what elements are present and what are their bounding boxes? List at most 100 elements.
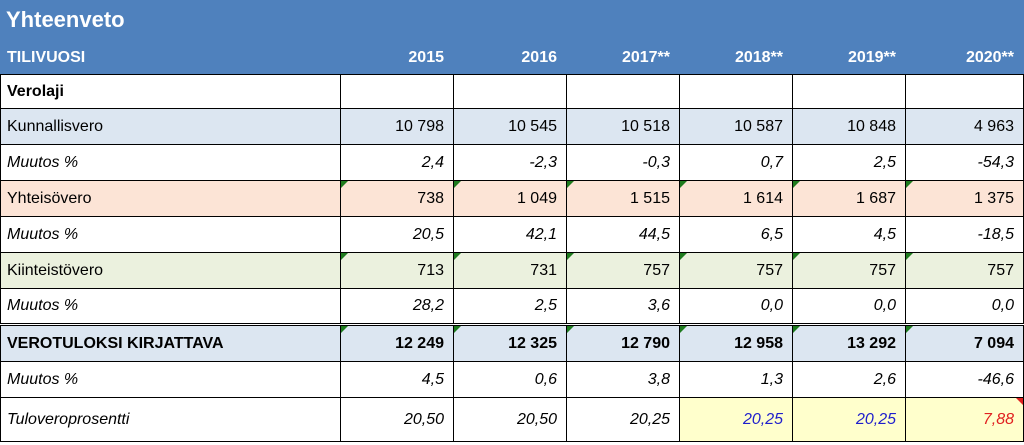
value-cell[interactable]: 12 790	[566, 323, 680, 362]
empty-cell[interactable]	[453, 74, 567, 109]
comment-marker-icon	[906, 327, 913, 333]
value-cell[interactable]: 10 798	[340, 108, 454, 145]
value-cell[interactable]: 757	[905, 252, 1024, 289]
value-cell[interactable]: 3,8	[566, 361, 680, 398]
value-cell[interactable]: 28,2	[340, 288, 454, 325]
value-cell[interactable]: 7 094	[905, 323, 1024, 362]
value-cell[interactable]: 4,5	[340, 361, 454, 398]
section-row: Verolaji	[0, 74, 1024, 109]
year-header-cell[interactable]: 2020**	[905, 40, 1024, 75]
value-cell[interactable]: 2,4	[340, 144, 454, 181]
value-cell[interactable]: 1,3	[679, 361, 793, 398]
comment-marker-icon	[454, 253, 461, 260]
value-cell[interactable]: 757	[679, 252, 793, 289]
row-label-cell[interactable]: VEROTULOKSI KIRJATTAVA	[0, 323, 341, 362]
value-text: 757	[756, 261, 783, 279]
row-label-cell[interactable]: Muutos %	[0, 361, 341, 398]
value-text: 731	[530, 261, 557, 279]
table-row-total: VEROTULOKSI KIRJATTAVA 12 249 12 325 12 …	[0, 323, 1024, 362]
row-label-cell[interactable]: Muutos %	[0, 144, 341, 181]
table-row-yhteisovero-muutos: Muutos % 20,5 42,1 44,5 6,5 4,5 -18,5	[0, 216, 1024, 253]
table-row-total-muutos: Muutos % 4,5 0,6 3,8 1,3 2,6 -46,6	[0, 361, 1024, 398]
empty-cell[interactable]	[340, 74, 454, 109]
value-cell[interactable]: -0,3	[566, 144, 680, 181]
value-cell[interactable]: 4 963	[905, 108, 1024, 145]
value-cell[interactable]: 731	[453, 252, 567, 289]
value-cell[interactable]: 20,50	[340, 397, 454, 442]
row-label-cell[interactable]: Muutos %	[0, 288, 341, 325]
year-header-cell[interactable]: 2016	[453, 40, 567, 75]
forecast-value-cell[interactable]: 7,88	[905, 397, 1024, 442]
value-cell[interactable]: 3,6	[566, 288, 680, 325]
value-cell[interactable]: 10 518	[566, 108, 680, 145]
value-cell[interactable]: 44,5	[566, 216, 680, 253]
value-cell[interactable]: 738	[340, 180, 454, 217]
value-cell[interactable]: 12 249	[340, 323, 454, 362]
value-cell[interactable]: 0,0	[679, 288, 793, 325]
comment-marker-icon	[680, 327, 687, 333]
value-text: 1 687	[855, 189, 896, 207]
value-cell[interactable]: 10 848	[792, 108, 906, 145]
value-text: 1 614	[742, 189, 783, 207]
comment-marker-icon	[567, 253, 574, 260]
empty-cell[interactable]	[679, 74, 793, 109]
value-cell[interactable]: 757	[566, 252, 680, 289]
comment-marker-icon	[793, 181, 800, 188]
value-cell[interactable]: 20,5	[340, 216, 454, 253]
value-cell[interactable]: 2,5	[453, 288, 567, 325]
value-text: 12 790	[621, 334, 670, 352]
value-cell[interactable]: 1 687	[792, 180, 906, 217]
comment-marker-red-icon	[1016, 398, 1023, 405]
value-cell[interactable]: 757	[792, 252, 906, 289]
value-cell[interactable]: 12 325	[453, 323, 567, 362]
header-label-cell[interactable]: TILIVUOSI	[0, 40, 341, 75]
forecast-value-cell[interactable]: 20,25	[679, 397, 793, 442]
value-cell[interactable]: 713	[340, 252, 454, 289]
value-cell[interactable]: 2,6	[792, 361, 906, 398]
forecast-value-cell[interactable]: 20,25	[792, 397, 906, 442]
table-row-kiinteistovero-muutos: Muutos % 28,2 2,5 3,6 0,0 0,0 0,0	[0, 288, 1024, 325]
value-cell[interactable]: -18,5	[905, 216, 1024, 253]
value-cell[interactable]: 1 614	[679, 180, 793, 217]
value-cell[interactable]: 20,50	[453, 397, 567, 442]
row-label-cell[interactable]: Yhteisövero	[0, 180, 341, 217]
value-text: 713	[417, 261, 444, 279]
row-label-cell[interactable]: Kunnallisvero	[0, 108, 341, 145]
value-cell[interactable]: 0,0	[905, 288, 1024, 325]
value-cell[interactable]: -54,3	[905, 144, 1024, 181]
empty-cell[interactable]	[792, 74, 906, 109]
value-cell[interactable]: 10 545	[453, 108, 567, 145]
row-label-cell[interactable]: Tuloveroprosentti	[0, 397, 341, 442]
section-label-cell[interactable]: Verolaji	[0, 74, 341, 109]
row-label-cell[interactable]: Kiinteistövero	[0, 252, 341, 289]
value-cell[interactable]: 13 292	[792, 323, 906, 362]
value-cell[interactable]: 12 958	[679, 323, 793, 362]
year-header-cell[interactable]: 2015	[340, 40, 454, 75]
value-cell[interactable]: 6,5	[679, 216, 793, 253]
value-cell[interactable]: 0,6	[453, 361, 567, 398]
value-cell[interactable]: 20,25	[566, 397, 680, 442]
value-cell[interactable]: 1 375	[905, 180, 1024, 217]
empty-cell[interactable]	[566, 74, 680, 109]
value-cell[interactable]: 2,5	[792, 144, 906, 181]
row-label-cell[interactable]: Muutos %	[0, 216, 341, 253]
value-cell[interactable]: 0,7	[679, 144, 793, 181]
value-cell[interactable]: 1 515	[566, 180, 680, 217]
header-row: TILIVUOSI 2015 2016 2017** 2018** 2019**…	[0, 40, 1024, 75]
value-text: 757	[987, 261, 1014, 279]
year-header-cell[interactable]: 2018**	[679, 40, 793, 75]
value-cell[interactable]: 1 049	[453, 180, 567, 217]
empty-cell[interactable]	[905, 74, 1024, 109]
table-row-tuloveroprosentti: Tuloveroprosentti 20,50 20,50 20,25 20,2…	[0, 397, 1024, 442]
value-cell[interactable]: -46,6	[905, 361, 1024, 398]
comment-marker-icon	[680, 253, 687, 260]
value-cell[interactable]: -2,3	[453, 144, 567, 181]
year-header-cell[interactable]: 2017**	[566, 40, 680, 75]
value-cell[interactable]: 42,1	[453, 216, 567, 253]
year-header-cell[interactable]: 2019**	[792, 40, 906, 75]
comment-marker-icon	[341, 181, 348, 188]
value-cell[interactable]: 0,0	[792, 288, 906, 325]
value-cell[interactable]: 4,5	[792, 216, 906, 253]
value-cell[interactable]: 10 587	[679, 108, 793, 145]
